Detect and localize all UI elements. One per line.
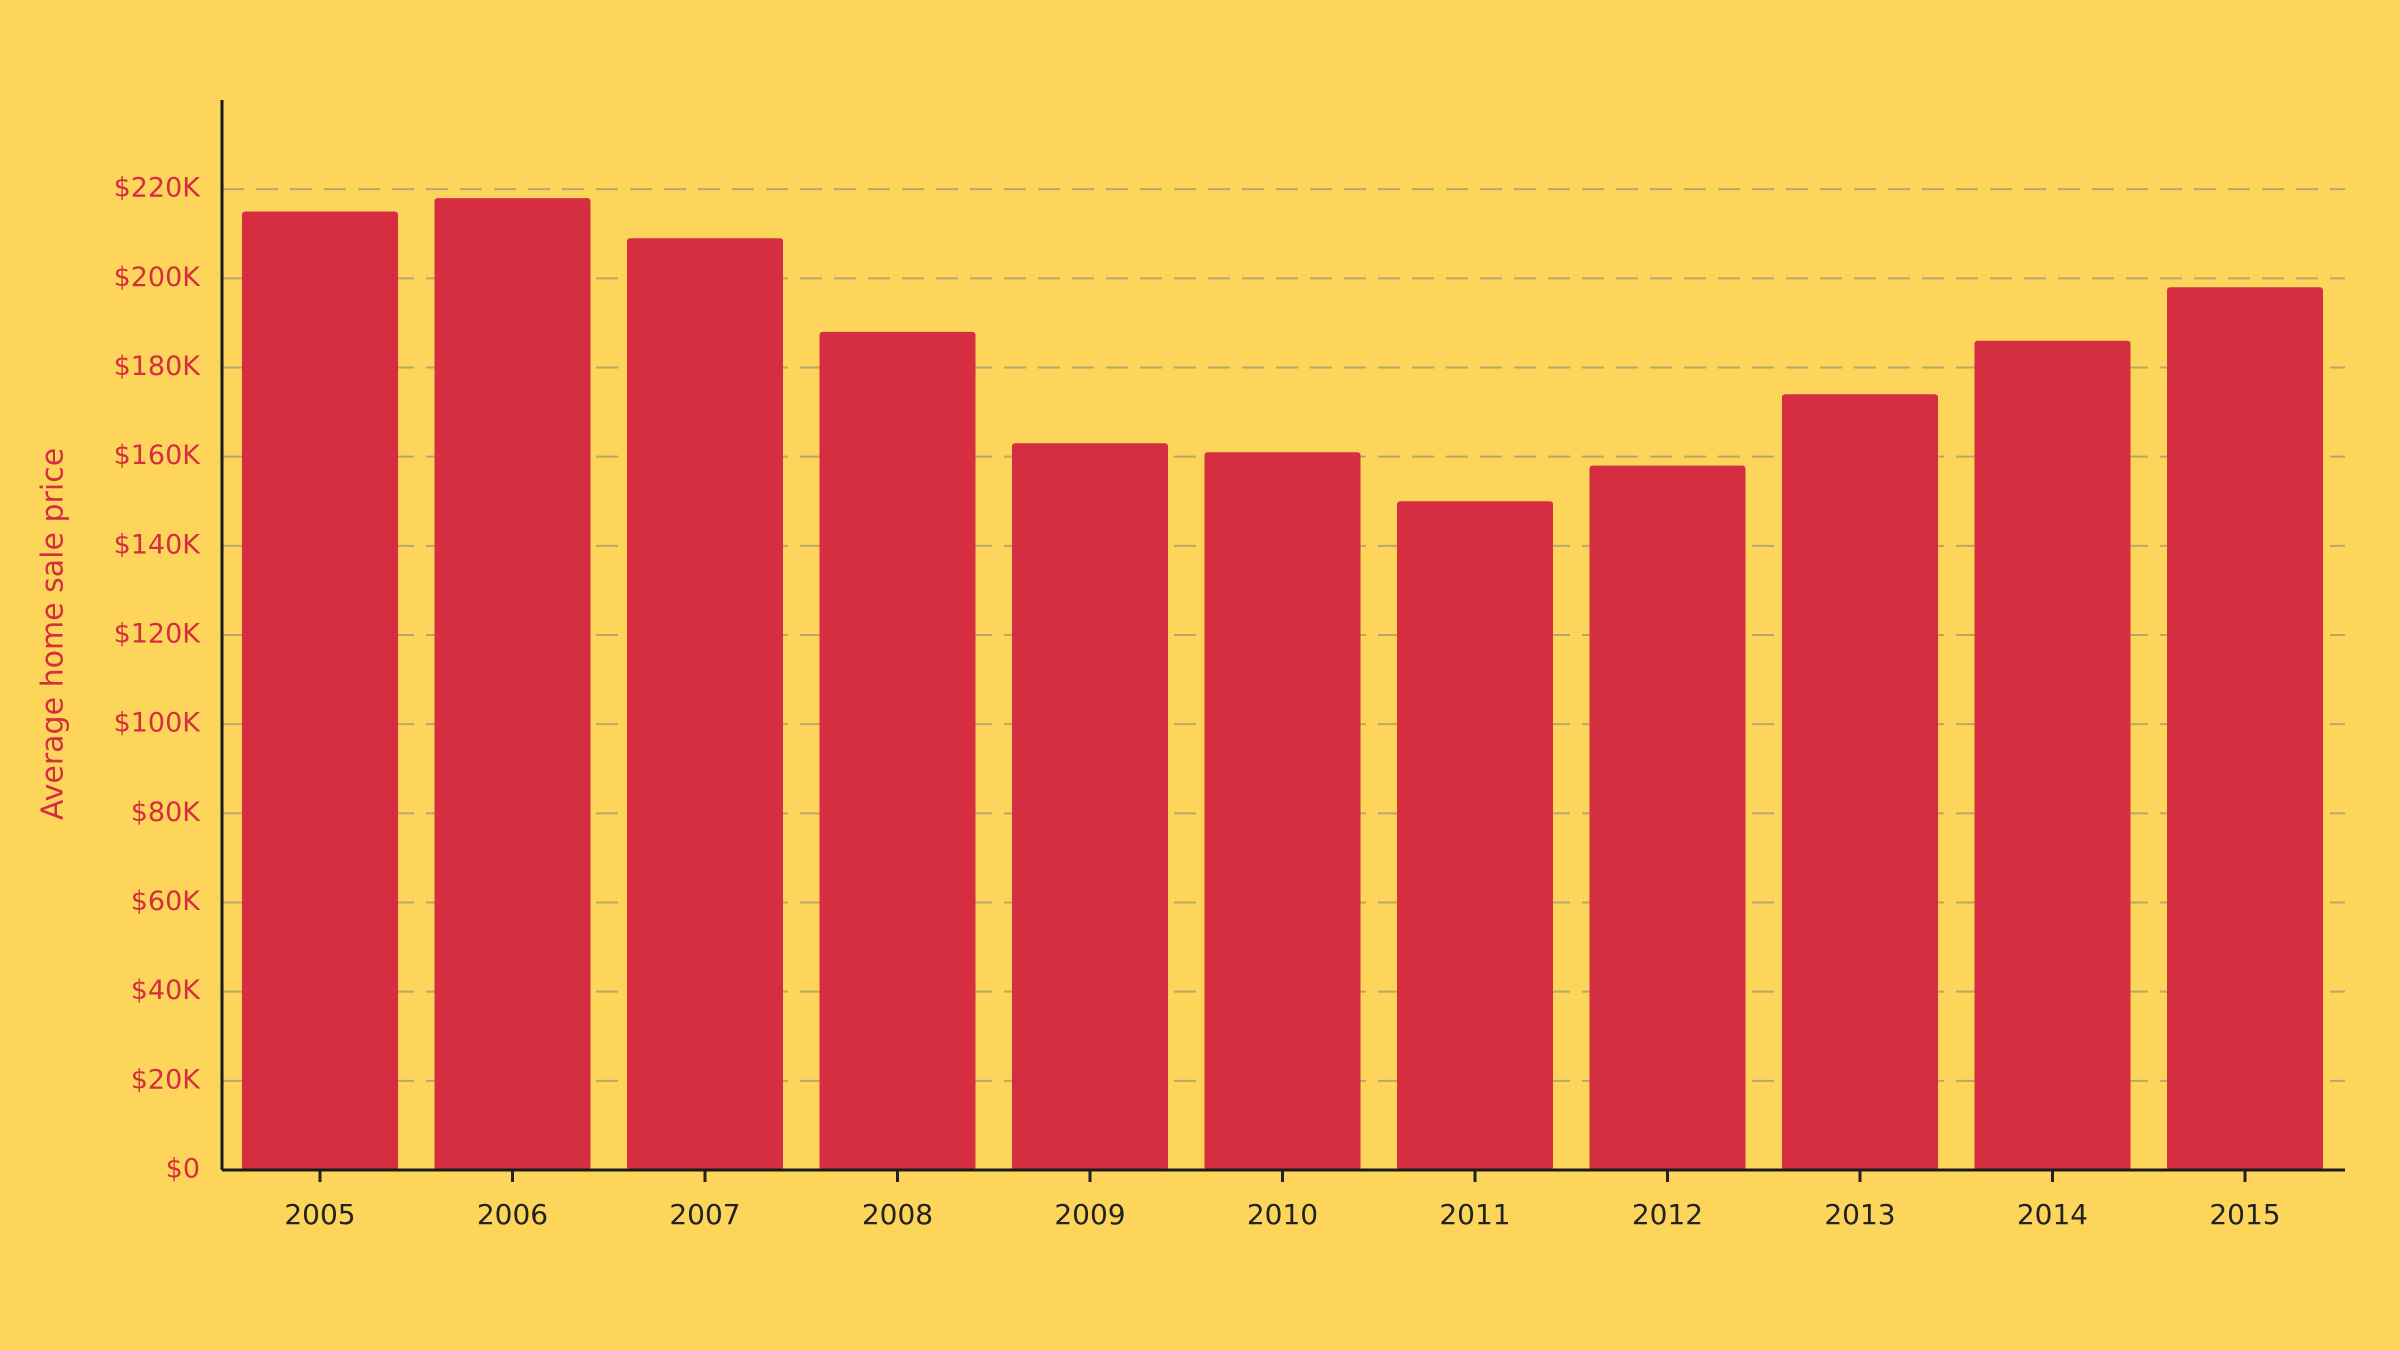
y-tick-label: $60K [131, 886, 202, 917]
x-tick-label: 2008 [862, 1198, 933, 1231]
bar [1204, 452, 1361, 1170]
y-tick-label: $80K [131, 797, 202, 828]
bar [434, 198, 591, 1171]
bar [1012, 443, 1168, 1171]
y-tick-label: $140K [114, 529, 202, 560]
x-tick-label: 2006 [477, 1198, 548, 1231]
bar [242, 211, 398, 1171]
x-tick-label: 2012 [1632, 1198, 1703, 1231]
bar [819, 331, 976, 1170]
y-tick-label: $160K [114, 440, 202, 471]
y-tick-label: $100K [114, 708, 202, 739]
bar [1397, 501, 1553, 1170]
y-tick-label: $120K [114, 619, 202, 650]
x-tick-label: 2015 [2209, 1198, 2280, 1231]
bar [1589, 465, 1746, 1170]
y-tick-label: $20K [131, 1064, 202, 1095]
bar [1974, 340, 2131, 1170]
x-tick-label: 2010 [1247, 1198, 1318, 1231]
y-tick-label: $40K [131, 975, 202, 1006]
bar [627, 238, 783, 1171]
y-axis-title: Average home sale price [36, 448, 71, 820]
bar [1782, 394, 1938, 1170]
y-tick-label: $0 [166, 1154, 200, 1185]
x-tick-label: 2007 [669, 1198, 740, 1231]
x-tick-label: 2009 [1054, 1198, 1125, 1231]
x-tick-label: 2005 [284, 1198, 355, 1231]
x-tick-label: 2013 [1824, 1198, 1895, 1231]
y-tick-label: $200K [114, 262, 202, 293]
y-tick-label: $220K [114, 173, 202, 204]
y-tick-label: $180K [114, 351, 202, 382]
x-tick-label: 2014 [2017, 1198, 2088, 1231]
bar [2167, 287, 2323, 1170]
x-tick-label: 2011 [1439, 1198, 1510, 1231]
